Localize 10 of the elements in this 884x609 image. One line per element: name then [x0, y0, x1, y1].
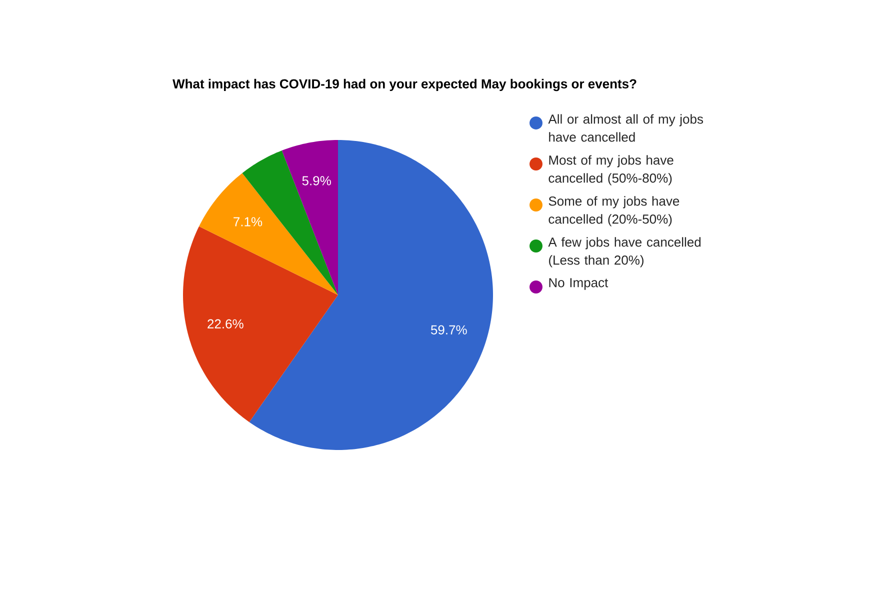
- legend-label: No Impact: [549, 278, 608, 290]
- data-label: 22.6%: [208, 319, 244, 328]
- data-label: 5.9%: [302, 176, 331, 186]
- chart-title: What impact has COVID-19 had on your expected May bookings or events?: [172, 78, 636, 92]
- legend-label: Some of my jobs have cancelled (20%-50%): [548, 196, 680, 226]
- data-label: 7.1%: [234, 217, 262, 226]
- legend-label: Most of my jobs have cancelled (50%-80%): [548, 155, 674, 186]
- legend-label: All or almost all of my jobs have cancelled: [548, 114, 704, 142]
- data-label: 59.7%: [430, 325, 467, 334]
- legend-label: A few jobs have cancelled (Less than 20%): [548, 237, 701, 268]
